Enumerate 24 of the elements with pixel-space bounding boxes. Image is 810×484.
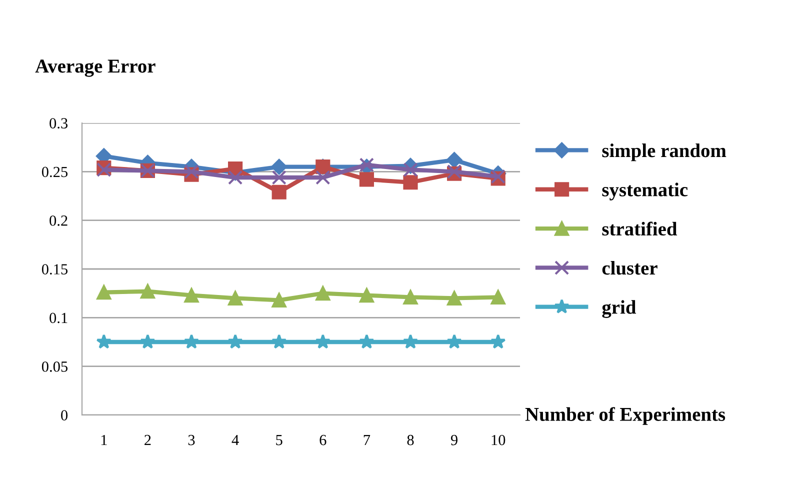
x-tick-label: 1	[101, 434, 107, 446]
legend-label: grid	[602, 300, 636, 318]
y-tick-label: 0.1	[50, 312, 68, 324]
y-tick-label: 0.2	[50, 215, 68, 226]
y-axis-title: Average Error	[35, 60, 156, 77]
y-tick-label: 0	[61, 410, 68, 420]
x-tick-label: 3	[188, 434, 195, 446]
y-tick-label: 0.15	[42, 264, 68, 275]
x-tick-label: 9	[450, 434, 458, 446]
x-tick-label: 4	[232, 434, 239, 446]
legend-label: systematic	[602, 182, 688, 200]
legend-label: simple random	[602, 144, 726, 162]
x-tick-label: 10	[492, 434, 506, 446]
x-tick-label: 7	[364, 435, 370, 446]
legend-label: stratified	[602, 222, 678, 236]
y-tick-label: 0.05	[42, 361, 68, 372]
legend-label: cluster	[602, 261, 658, 275]
x-tick-label: 8	[407, 434, 414, 446]
x-tick-label: 5	[276, 435, 282, 446]
y-tick-label: 0.3	[50, 118, 68, 129]
x-tick-label: 6	[320, 434, 326, 446]
x-axis-title: Number of Experiments	[525, 407, 726, 425]
x-tick-label: 2	[144, 434, 151, 446]
y-tick-label: 0.25	[42, 166, 68, 178]
